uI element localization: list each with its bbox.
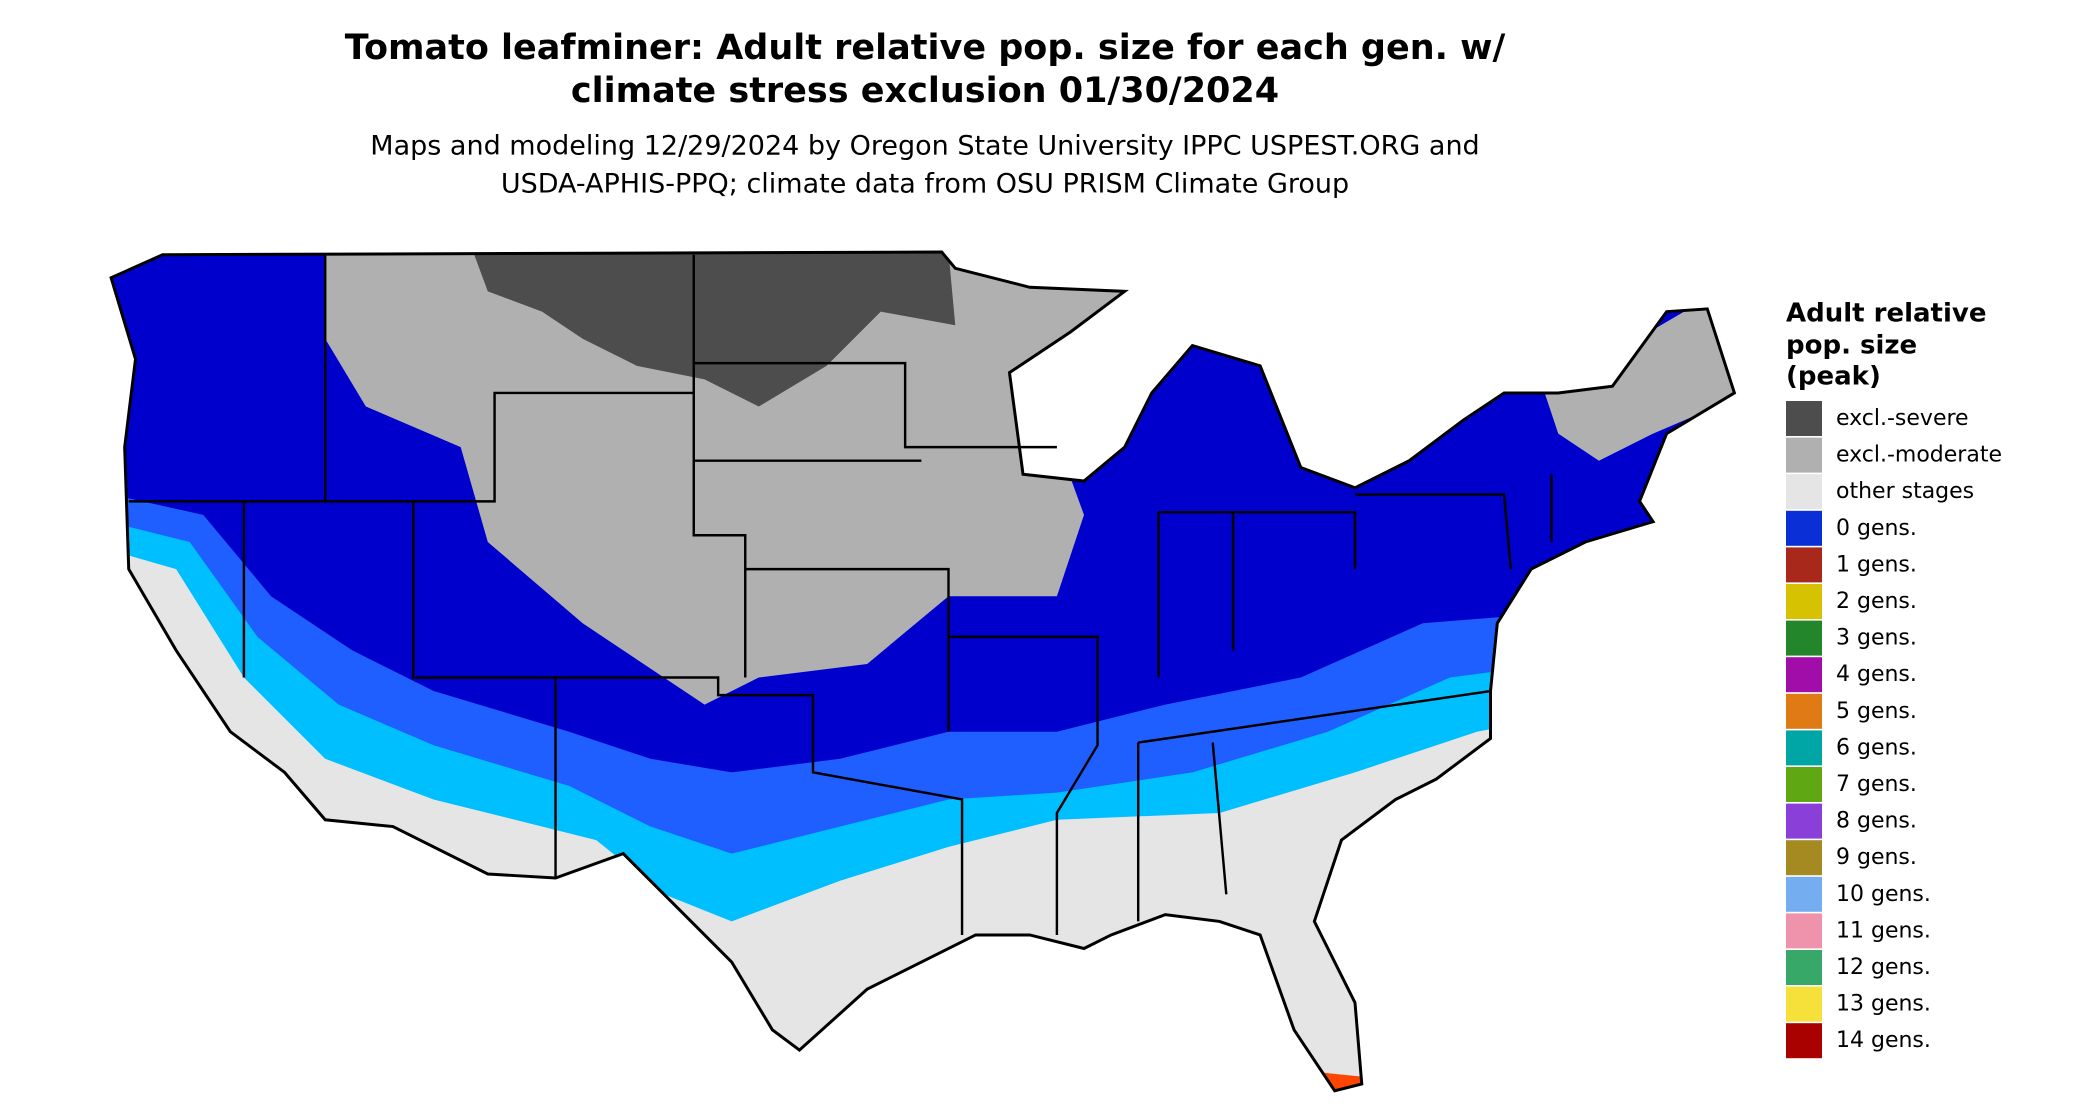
legend-label: 13 gens. (1836, 992, 1931, 1017)
border (555, 254, 1057, 935)
legend-swatch (1786, 584, 1822, 619)
legend-label: 4 gens. (1836, 662, 1917, 687)
legend-swatch (1786, 620, 1822, 656)
legend-swatch (1786, 547, 1822, 583)
legend-title: (peak) (1786, 362, 1881, 392)
legend-label: 5 gens. (1836, 699, 1917, 724)
legend-swatch (1786, 693, 1822, 729)
legend-label: 14 gens. (1836, 1028, 1931, 1053)
legend-swatch (1786, 1023, 1822, 1059)
legend-label: 3 gens. (1836, 626, 1917, 651)
legend-swatch (1786, 840, 1822, 876)
legend-swatch (1786, 767, 1822, 802)
region-excl-severe (474, 252, 956, 407)
border (948, 635, 1491, 935)
legend-label: 6 gens. (1836, 735, 1917, 760)
title-line: climate stress exclusion 01/30/2024 (571, 71, 1279, 111)
legend-title: Adult relative (1786, 299, 1986, 329)
legend-swatch (1786, 657, 1822, 693)
region-excl-moderate (325, 252, 1125, 705)
subtitle-line: USDA-APHIS-PPQ; climate data from OSU PR… (501, 169, 1349, 200)
region-excl-moderate (1544, 298, 1735, 461)
subtitle-line: Maps and modeling 12/29/2024 by Oregon S… (370, 131, 1479, 162)
legend-label: 9 gens. (1836, 845, 1917, 870)
legend-title: pop. size (1786, 331, 1917, 361)
legend-label: other stages (1836, 479, 1974, 504)
legend-label: 8 gens. (1836, 809, 1917, 834)
legend-swatch (1786, 803, 1822, 839)
border (412, 391, 747, 678)
legend-label: 11 gens. (1836, 918, 1931, 943)
legend-label: 12 gens. (1836, 955, 1931, 980)
legend-swatch (1786, 401, 1822, 436)
legend-label: excl.-moderate (1836, 443, 2002, 468)
legend: Adult relative pop. size (peak) excl.-se… (1786, 299, 2002, 1059)
border (1157, 474, 1553, 678)
legend-label: 0 gens. (1836, 516, 1917, 541)
legend-label: excl.-severe (1836, 406, 1969, 431)
legend-swatch (1786, 986, 1822, 1022)
legend-label: 2 gens. (1836, 589, 1917, 614)
map-fill (111, 252, 1735, 1091)
legend-swatch (1786, 730, 1822, 766)
legend-swatch (1786, 474, 1822, 510)
country-outline (109, 250, 1737, 1093)
state-borders (128, 254, 1553, 935)
legend-swatch (1786, 876, 1822, 912)
legend-swatch (1786, 950, 1822, 985)
legend-label: 1 gens. (1836, 552, 1917, 577)
legend-swatch (1786, 913, 1822, 949)
legend-swatch (1786, 437, 1822, 473)
legend-label: 10 gens. (1836, 882, 1931, 907)
legend-label: 7 gens. (1836, 772, 1917, 797)
map (109, 250, 1737, 1093)
legend-swatch (1786, 510, 1822, 546)
title-line: Tomato leafminer: Adult relative pop. si… (345, 28, 1506, 68)
